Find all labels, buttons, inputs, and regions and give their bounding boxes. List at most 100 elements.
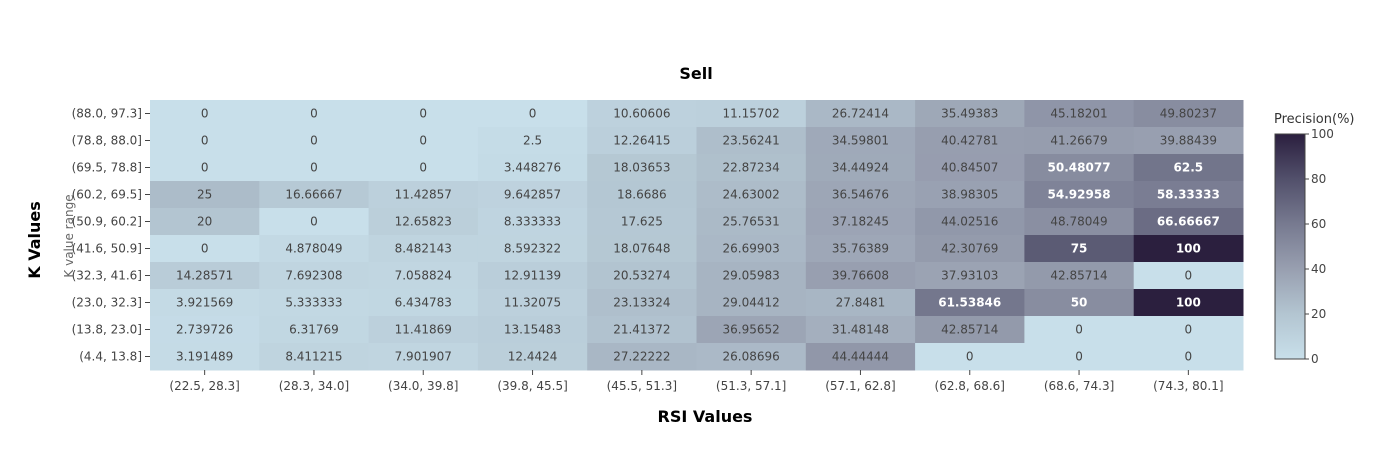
heatmap-cell [805, 262, 916, 290]
cell-value-label: 2.739726 [176, 323, 233, 337]
cell-value-label: 39.76608 [832, 269, 889, 283]
colorbar-tick-label: 60 [1311, 217, 1326, 231]
cell-value-label: 8.592322 [504, 242, 561, 256]
heatmap-cell [150, 343, 260, 371]
cell-value-label: 0 [310, 215, 318, 229]
heatmap-cell [368, 343, 479, 371]
cell-value-label: 12.26415 [613, 134, 670, 148]
heatmap-cell [696, 316, 807, 344]
heatmap-cell [368, 100, 479, 128]
cell-value-label: 75 [1071, 242, 1088, 256]
chart-title: Sell [679, 64, 712, 83]
x-axis-title: RSI Values [658, 407, 753, 426]
cell-value-label: 29.04412 [723, 296, 780, 310]
heatmap-cell [805, 235, 916, 263]
y-tick-label: (4.4, 13.8] [79, 350, 142, 364]
colorbar-gradient [1274, 133, 1306, 360]
heatmap-cell [696, 208, 807, 236]
cell-value-label: 0 [419, 161, 427, 175]
cell-value-label: 2.5 [523, 134, 542, 148]
cell-value-label: 34.44924 [832, 161, 889, 175]
heatmap-cell [805, 181, 916, 209]
cell-value-label: 42.85714 [941, 323, 998, 337]
x-tick-label: (39.8, 45.5] [497, 379, 567, 393]
heatmap-cell [1024, 181, 1135, 209]
cell-value-label: 6.434783 [395, 296, 452, 310]
cell-value-label: 26.08696 [723, 350, 780, 364]
y-tick-label: (13.8, 23.0] [72, 323, 142, 337]
k-value-range-label: K value range [62, 194, 76, 277]
cell-value-label: 0 [201, 242, 209, 256]
heatmap-cell [368, 262, 479, 290]
heatmap-cell [805, 154, 916, 182]
cell-value-label: 0 [1185, 323, 1193, 337]
x-tick-label: (34.0, 39.8] [388, 379, 458, 393]
heatmap-cells: 0 0 0 0 10.60606 11.15702 26.72414 35.49383 45.1… [150, 100, 1244, 371]
heatmap-cell [477, 235, 588, 263]
heatmap-cell [587, 316, 697, 344]
cell-value-label: 29.05983 [723, 269, 780, 283]
heatmap-cell [150, 262, 260, 290]
colorbar-tick-label: 100 [1311, 127, 1334, 141]
heatmap-cell [1024, 343, 1135, 371]
heatmap-cell [1133, 208, 1244, 236]
cell-value-label: 20 [197, 215, 212, 229]
heatmap-cell [1133, 154, 1244, 182]
heatmap-cell [915, 154, 1025, 182]
heatmap-cell [477, 154, 588, 182]
cell-value-label: 25 [197, 188, 212, 202]
colorbar-tick-label: 20 [1311, 307, 1326, 321]
cell-value-label: 14.28571 [176, 269, 233, 283]
cell-value-label: 35.76389 [832, 242, 889, 256]
heatmap-cell [368, 208, 479, 236]
cell-value-label: 0 [966, 350, 974, 364]
x-tick-label: (74.3, 80.1] [1153, 379, 1223, 393]
heatmap-cell [915, 100, 1025, 128]
cell-value-label: 37.18245 [832, 215, 889, 229]
cell-value-label: 42.85714 [1050, 269, 1107, 283]
cell-value-label: 100 [1176, 242, 1201, 256]
y-tick-label: (69.5, 78.8] [72, 161, 142, 175]
x-tick-label: (68.6, 74.3] [1044, 379, 1114, 393]
heatmap-cell [259, 235, 370, 263]
heatmap-cell [259, 100, 370, 128]
heatmap-cell [477, 127, 588, 155]
heatmap-cell [915, 208, 1025, 236]
heatmap-cell [1133, 343, 1244, 371]
heatmap-cell [259, 181, 370, 209]
heatmap-cell [1024, 208, 1135, 236]
cell-value-label: 8.333333 [504, 215, 561, 229]
cell-value-label: 0 [201, 134, 209, 148]
heatmap-cell [805, 100, 916, 128]
cell-value-label: 11.32075 [504, 296, 561, 310]
y-axis-ticks: (88.0, 97.3] (78.8, 88.0] (69.5, 78.8] (60.… [72, 107, 150, 364]
x-axis-ticks: (22.5, 28.3] (28.3, 34.0] (34.0, 39.8] (39.… [169, 370, 1224, 393]
cell-value-label: 0 [419, 134, 427, 148]
heatmap-cell [696, 154, 807, 182]
heatmap-cell [1133, 127, 1244, 155]
heatmap-cell [368, 154, 479, 182]
cell-value-label: 40.84507 [941, 161, 998, 175]
x-tick-label: (28.3, 34.0] [279, 379, 349, 393]
heatmap-cell [477, 289, 588, 317]
cell-value-label: 0 [310, 161, 318, 175]
heatmap-cell [150, 127, 260, 155]
cell-value-label: 0 [201, 161, 209, 175]
heatmap-cell [259, 154, 370, 182]
y-tick-label: (23.0, 32.3] [72, 296, 142, 310]
heatmap-cell [150, 316, 260, 344]
heatmap-cell [587, 127, 697, 155]
heatmap-cell [696, 127, 807, 155]
heatmap-cell [477, 208, 588, 236]
heatmap-cell [696, 235, 807, 263]
cell-value-label: 12.65823 [395, 215, 452, 229]
heatmap-cell [259, 343, 370, 371]
cell-value-label: 44.02516 [941, 215, 998, 229]
cell-value-label: 50 [1071, 296, 1088, 310]
colorbar-title: Precision(%) [1274, 112, 1355, 127]
cell-value-label: 0 [419, 107, 427, 121]
heatmap-cell [696, 181, 807, 209]
heatmap-cell [368, 316, 479, 344]
cell-value-label: 27.8481 [836, 296, 886, 310]
